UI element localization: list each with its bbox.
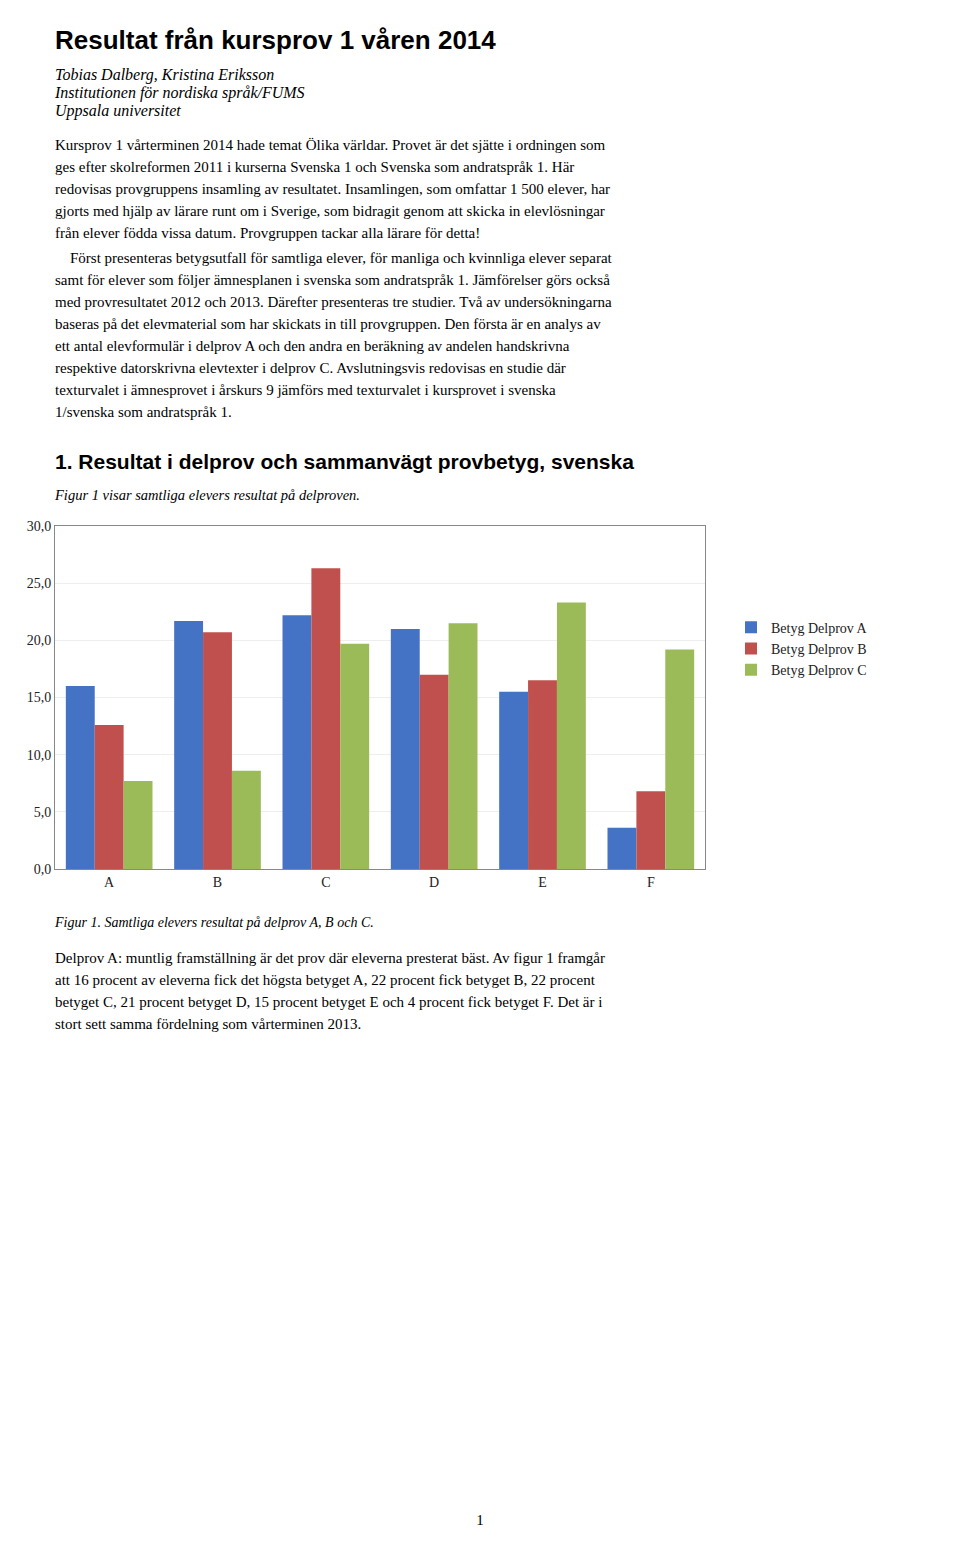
html-text:baseras på det elevmaterial so: baseras på det elevmaterial som har skic… — [55, 316, 601, 332]
html-text:1: 1 — [476, 1512, 484, 1528]
svg-text:20,0: 20,0 — [27, 633, 52, 648]
html-text:Delprov A: muntlig framställni: Delprov A: muntlig framställning är det … — [55, 950, 605, 966]
svg-text:F: F — [647, 875, 655, 890]
html-text:1/svenska som andratspråk 1.: 1/svenska som andratspråk 1. — [55, 404, 232, 420]
html-text:Figur 1 visar samtliga elevers: Figur 1 visar samtliga elevers resultat … — [55, 487, 360, 503]
html-text:Resultat från kursprov 1 våren: Resultat från kursprov 1 våren 2014 — [55, 25, 496, 55]
html-text:ett antal elevformulär i delpr: ett antal elevformulär i delprov A och d… — [55, 338, 570, 354]
html-text:gjorts med hjälp av lärare run: gjorts med hjälp av lärare runt om i Sve… — [55, 203, 605, 219]
svg-text:Betyg Delprov B: Betyg Delprov B — [771, 642, 867, 657]
html-text:texturvalet i ämnesprovet i år: texturvalet i ämnesprovet i årskurs 9 jä… — [55, 382, 556, 398]
html-text:redovisas provgruppens insamli: redovisas provgruppens insamling av resu… — [55, 181, 611, 197]
html-text:ges efter skolreformen 2011 i: ges efter skolreformen 2011 i kurserna S… — [55, 159, 575, 175]
svg-text:Betyg Delprov C: Betyg Delprov C — [771, 663, 867, 678]
html-text:respektive datorskrivna elevte: respektive datorskrivna elevtexter i del… — [55, 360, 566, 376]
svg-text:30,0: 30,0 — [27, 519, 52, 534]
html-text:Uppsala universitet: Uppsala universitet — [55, 102, 181, 119]
html-text:samt för elever som följer ämn: samt för elever som följer ämnesplanen i… — [55, 272, 610, 288]
svg-text:Betyg Delprov A: Betyg Delprov A — [771, 621, 868, 636]
html-text:stort sett samma fördelning so: stort sett samma fördelning som vårtermi… — [55, 1016, 362, 1032]
html-text:Först presenteras betygsutfall: Först presenteras betygsutfall för samtl… — [55, 250, 612, 266]
html-text:Institutionen för nordiska spr: Institutionen för nordiska språk/FUMS — [55, 84, 305, 101]
html-text:Figur 1. Samtliga elevers resu: Figur 1. Samtliga elevers resultat på de… — [55, 915, 374, 930]
svg-text:5,0: 5,0 — [34, 805, 52, 820]
html-text:med provresultatet 2012 och 20: med provresultatet 2012 och 2013. Däreft… — [55, 294, 612, 310]
svg-text:0,0: 0,0 — [34, 862, 52, 877]
html-text:att 16 procent av eleverna fic: att 16 procent av eleverna fick det högs… — [55, 972, 595, 988]
svg-text:A: A — [104, 875, 115, 890]
html-text:Tobias Dalberg, Kristina Eriks: Tobias Dalberg, Kristina Eriksson — [55, 66, 275, 83]
svg-text:25,0: 25,0 — [27, 576, 52, 591]
svg-text:C: C — [321, 875, 330, 890]
svg-text:D: D — [429, 875, 439, 890]
svg-text:15,0: 15,0 — [27, 690, 52, 705]
html-text:1. Resultat i delprov och samm: 1. Resultat i delprov och sammanvägt pro… — [55, 450, 634, 473]
html-text:Kursprov 1 vårterminen 2014 ha: Kursprov 1 vårterminen 2014 hade temat Ö… — [55, 137, 606, 153]
svg-text:E: E — [538, 875, 547, 890]
svg-text:10,0: 10,0 — [27, 748, 52, 763]
html-text:från elever födda vissa datum.: från elever födda vissa datum. Provgrupp… — [55, 225, 481, 241]
svg-text:B: B — [213, 875, 222, 890]
html-text:betyget C, 21 procent betyget: betyget C, 21 procent betyget D, 15 proc… — [55, 994, 603, 1010]
